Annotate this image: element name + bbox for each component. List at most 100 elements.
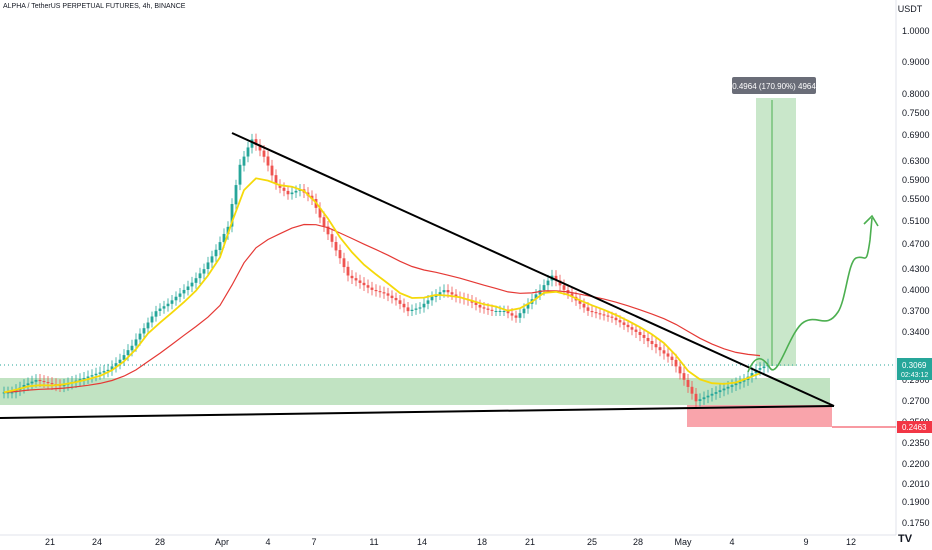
candle-body: [622, 322, 626, 325]
candle-body: [654, 344, 658, 348]
candle-body: [474, 302, 478, 305]
candle-body: [214, 249, 218, 257]
candle-body: [190, 282, 194, 287]
candle-body: [78, 379, 82, 381]
candle-body: [494, 311, 498, 312]
candle-body: [726, 386, 730, 389]
candle-body: [170, 300, 174, 304]
target-zone: [756, 98, 796, 366]
candle-body: [294, 190, 298, 193]
candle-body: [378, 291, 382, 293]
x-tick-label: 24: [92, 537, 102, 547]
candle-body: [498, 311, 502, 312]
y-tick-label: 0.2700: [902, 396, 930, 406]
candle-body: [522, 308, 526, 314]
x-tick-label: 21: [525, 537, 535, 547]
candle-body: [538, 290, 542, 295]
candle-body: [638, 332, 642, 336]
candle-body: [206, 262, 210, 269]
candle-body: [326, 226, 330, 235]
candle-body: [734, 383, 738, 386]
candle-body: [382, 292, 386, 294]
candle-body: [318, 207, 322, 218]
candle-body: [546, 280, 550, 286]
candle-body: [86, 376, 90, 378]
x-tick-label: May: [674, 537, 692, 547]
candle-body: [62, 384, 66, 387]
candle-body: [658, 347, 662, 351]
candle-body: [750, 373, 754, 377]
chart-title: ALPHA / TetherUS PERPETUAL FUTURES, 4h, …: [3, 3, 186, 10]
candle-body: [290, 192, 294, 195]
candle-body: [150, 316, 154, 323]
candle-body: [594, 312, 598, 314]
candle-body: [646, 337, 650, 342]
candle-body: [186, 286, 190, 290]
candle-body: [162, 306, 166, 309]
candle-body: [762, 366, 766, 369]
candle-body: [590, 311, 594, 313]
candle-body: [154, 311, 158, 317]
candle-body: [110, 366, 114, 370]
candle-body: [438, 292, 442, 295]
candle-body: [618, 320, 622, 323]
candle-body: [338, 250, 342, 259]
candle-body: [330, 234, 334, 242]
candle-body: [534, 294, 538, 300]
candle-body: [202, 269, 206, 274]
candle-body: [486, 308, 490, 310]
stop-price-tag: [897, 421, 932, 433]
candle-body: [738, 381, 742, 384]
candle-body: [662, 350, 666, 354]
candle-body: [558, 280, 562, 286]
candle-body: [674, 359, 678, 367]
candle-body: [626, 324, 630, 328]
candle-body: [130, 345, 134, 351]
target-label: 0.4964 (170.90%) 4964: [732, 82, 816, 91]
candle-body: [146, 322, 150, 329]
candle-body: [334, 242, 338, 251]
candle-body: [678, 366, 682, 374]
candle-body: [222, 233, 226, 243]
candle-body: [586, 307, 590, 311]
target-label-bg: [732, 77, 816, 94]
x-tick-label: 7: [311, 537, 316, 547]
ema-slow-line: [3, 223, 761, 393]
stop-zone: [687, 405, 832, 427]
x-tick-label: 11: [369, 537, 378, 547]
candle-body: [138, 333, 142, 340]
candle-body: [614, 317, 618, 321]
candle-body: [106, 369, 110, 372]
candle-body: [598, 313, 602, 315]
candle-body: [58, 385, 62, 387]
candle-body: [246, 147, 250, 157]
tradingview-logo[interactable]: TV: [898, 533, 913, 545]
ascending-support-line[interactable]: [0, 405, 835, 419]
x-tick-label: 21: [45, 537, 55, 547]
candle-body: [714, 392, 718, 394]
candle-body: [234, 185, 238, 205]
candle-body: [46, 382, 50, 384]
y-tick-label: 0.3400: [902, 327, 930, 337]
candle-body: [198, 273, 202, 279]
candle-body: [266, 156, 270, 166]
candle-body: [694, 393, 698, 402]
candle-body: [410, 309, 414, 311]
x-tick-label: 18: [477, 537, 487, 547]
candle-body: [38, 380, 42, 382]
projected-path: [747, 217, 873, 373]
y-tick-label: 0.5100: [902, 216, 930, 226]
candle-body: [606, 315, 610, 317]
candle-body: [542, 285, 546, 290]
candle-body: [442, 290, 446, 293]
candle-body: [2, 392, 6, 394]
candle-body: [518, 313, 522, 318]
candle-body: [238, 164, 242, 185]
candle-body: [254, 139, 258, 145]
y-tick-label: 0.2200: [902, 459, 930, 469]
candle-body: [578, 300, 582, 304]
candle-body: [98, 372, 102, 374]
descending-resistance-line[interactable]: [231, 132, 835, 407]
y-tick-label: 0.7500: [902, 108, 930, 118]
